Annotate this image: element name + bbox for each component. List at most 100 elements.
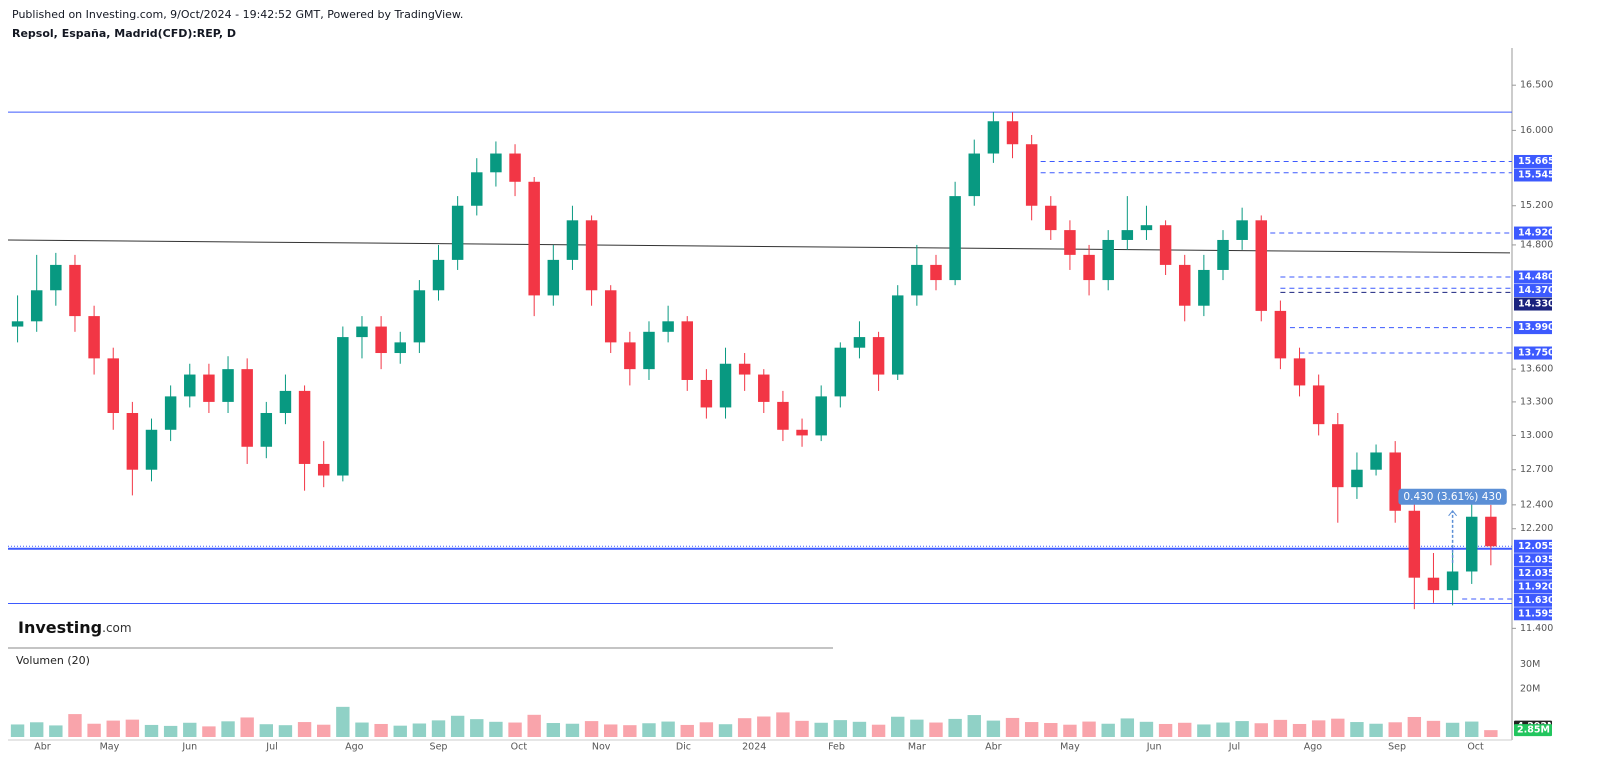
volume-bar [297,722,312,737]
x-tick-label: Jul [1228,742,1240,753]
x-tick-label: Jun [181,742,197,753]
volume-bar [948,718,962,737]
volume-bar [1311,720,1326,737]
volume-bar [565,723,580,737]
x-tick-label: Oct [1467,742,1484,753]
candle-body [30,290,43,322]
candle-body [547,259,560,296]
candle-body [834,347,847,397]
volume-bar [1484,730,1498,737]
x-tick-label: Feb [828,742,845,753]
y-tick-label: 13.000 [1520,430,1553,441]
volume-tick-label: 20M [1520,683,1540,694]
volume-bar [240,717,254,737]
volume-bar [1465,721,1479,737]
candle-body [451,205,464,260]
candle-body [145,429,158,470]
measure-box [1398,488,1507,505]
volume-bar [183,722,197,737]
volume-bar [795,720,809,737]
price-badge-label: 11.595 [1518,608,1555,619]
volume-bar [1178,722,1192,737]
candle-body [662,321,674,332]
price-badge [1514,321,1552,335]
price-badge-label: 14.920 [1518,228,1555,239]
volume-bar [757,716,771,737]
candle-body [222,369,234,402]
candle-body [107,358,119,413]
volume-bar [1235,721,1249,737]
x-tick-label: Abr [985,742,1002,753]
price-badge [1514,284,1552,298]
candle-body [1121,230,1134,240]
volume-bar [1292,723,1307,737]
candle-body [1351,469,1363,488]
y-tick-label: 13.300 [1520,396,1553,407]
candle-body [69,264,81,317]
candle-body [853,337,866,348]
volume-bar [1426,720,1441,737]
candle-body [375,326,387,354]
candle-body [796,429,808,436]
volume-bar [259,724,274,737]
y-tick-label: 16.500 [1520,80,1553,91]
volume-badge-label: 2.85M [1517,725,1550,736]
x-tick-label: Mar [908,742,926,753]
candle-body [815,396,827,436]
volume-bar [106,720,120,737]
price-badge-label: 14.330 [1518,299,1555,310]
volume-bar [1044,723,1058,737]
price-badge [1514,593,1552,607]
volume-bar [144,724,159,737]
candle-body [279,390,292,413]
volume-bar [10,724,25,737]
volume-bar [680,724,694,737]
volume-bar [1063,724,1077,737]
candle-body [681,321,693,380]
subtitle: Published on Investing.com, 9/Oct/2024 -… [12,8,463,21]
logo-suffix: .com [102,621,131,635]
price-badge [1514,168,1552,182]
volume-bar [910,719,924,737]
candle-body [1332,424,1344,488]
x-tick-label: Ago [1304,742,1323,753]
price-badge-label: 11.920 [1518,581,1555,592]
price-badge [1514,580,1552,594]
volume-bar [374,723,388,737]
price-badge-label: 14.370 [1518,285,1555,296]
volume-badge [1514,724,1552,737]
candle-body [471,172,483,206]
y-tick-label: 15.200 [1520,200,1553,211]
volume-bar [1158,723,1173,737]
candle-body [356,326,368,338]
y-tick-label: 14.800 [1520,239,1553,250]
candle-body [643,331,655,370]
volume-bar [355,722,369,737]
y-tick-label: 12.400 [1520,499,1553,510]
volume-bar [1369,723,1383,737]
candle-body [164,396,177,430]
volume-bar [1024,722,1039,737]
candle-body [184,374,196,397]
candle-body [1064,230,1076,255]
candle-body [1083,254,1095,281]
candle-body [432,259,445,291]
candle-body [413,290,426,343]
price-badge-label: 12.035 [1518,568,1555,579]
candle-body [968,153,980,197]
volume-bar [202,726,216,737]
candle-body [88,316,100,359]
volume-bar [125,719,140,737]
candle-body [490,153,502,173]
candle-body [949,196,961,281]
volume-bar [871,724,886,737]
candle-body [872,337,885,375]
y-tick-label: 16.000 [1520,125,1553,136]
candle-body [1427,577,1440,591]
price-badge-label: 13.750 [1518,348,1555,359]
price-badge [1514,270,1552,284]
candle-body [1312,385,1325,425]
x-tick-label: May [100,742,120,753]
candle-body [528,181,540,296]
